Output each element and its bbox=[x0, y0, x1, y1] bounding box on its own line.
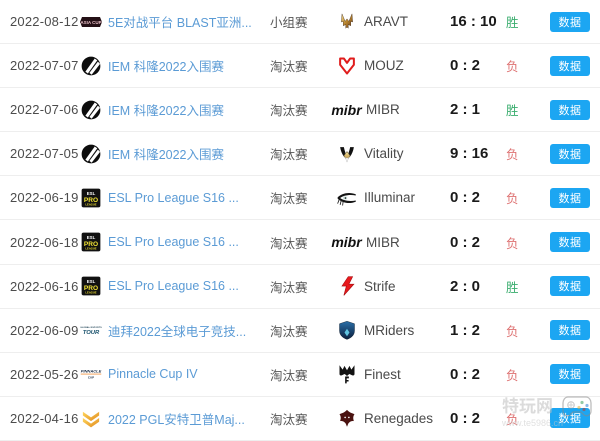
svg-text:GLOBAL ESPORTS: GLOBAL ESPORTS bbox=[80, 326, 102, 329]
svg-text:LEAGUE: LEAGUE bbox=[85, 291, 96, 295]
svg-text:ESL: ESL bbox=[87, 279, 96, 284]
svg-text:LEAGUE: LEAGUE bbox=[85, 202, 96, 206]
svg-text:LEAGUE: LEAGUE bbox=[85, 247, 96, 251]
svg-text:PRO: PRO bbox=[84, 197, 98, 204]
svg-text:PRO: PRO bbox=[84, 241, 98, 248]
svg-text:PRO: PRO bbox=[84, 285, 98, 292]
svg-text:ESL: ESL bbox=[87, 191, 96, 196]
svg-text:ASIA CUP: ASIA CUP bbox=[80, 20, 101, 25]
svg-text:TOUR: TOUR bbox=[83, 330, 100, 336]
svg-text:ESL: ESL bbox=[87, 235, 96, 240]
svg-text:PINNACLE: PINNACLE bbox=[81, 369, 102, 374]
svg-text:CUP: CUP bbox=[88, 376, 94, 380]
